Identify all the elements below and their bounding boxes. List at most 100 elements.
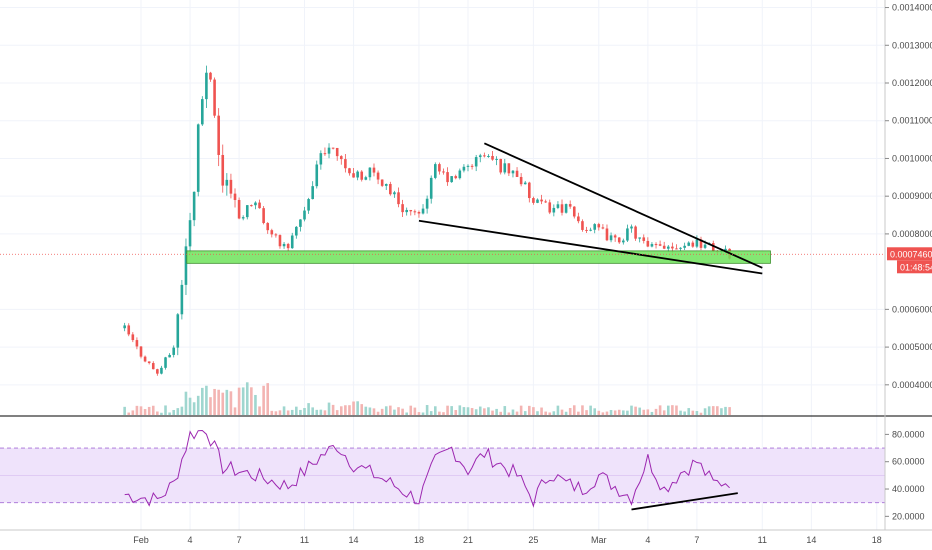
time-tick-label: 14 (806, 535, 816, 545)
price-tick-label: 0.0004000 (892, 380, 932, 390)
candle-body (143, 356, 147, 362)
candle-body (495, 158, 498, 160)
volume-bar (254, 394, 257, 415)
volume-bar (221, 392, 225, 415)
price-tick-label: 0.0005000 (892, 342, 932, 352)
candle-body (503, 163, 507, 173)
volume-bar (556, 405, 560, 415)
candle-body (470, 165, 474, 167)
candle-body (372, 167, 376, 173)
volume-bar (429, 411, 433, 415)
volume-bar (483, 408, 486, 415)
volume-bar (209, 397, 212, 415)
volume-bar (241, 387, 245, 415)
volume-bar (724, 406, 727, 415)
volume-bar (217, 389, 220, 415)
volume-bar (617, 409, 621, 415)
candle-body (691, 242, 695, 247)
candle-body (536, 199, 539, 203)
volume-bar (372, 408, 376, 415)
volume-bar (262, 385, 265, 415)
candle-body (229, 179, 233, 194)
volume-bar (188, 397, 192, 415)
volume-bar (446, 405, 449, 415)
candle-body (290, 235, 294, 249)
trendline-upper[interactable] (483, 142, 763, 269)
candle-body (221, 154, 225, 186)
volume-bar (409, 405, 413, 415)
candle-body (638, 237, 641, 239)
candle-body (299, 219, 302, 227)
volume-bar (245, 382, 249, 415)
volume-bar (515, 411, 519, 415)
volume-bar (666, 405, 670, 415)
candle-body (401, 204, 404, 213)
volume-bar (315, 409, 319, 415)
candle-body (160, 367, 163, 374)
time-tick-label: 18 (872, 535, 882, 545)
volume-bar (401, 408, 404, 415)
candle-body (397, 192, 400, 205)
volume-bar (413, 407, 417, 415)
candle-body (303, 210, 306, 220)
volume-bar (609, 410, 613, 415)
candle-body (642, 237, 646, 241)
candle-body (151, 363, 155, 370)
candle-body (695, 239, 699, 247)
volume-bar (462, 407, 466, 415)
candle-body (589, 229, 592, 231)
volume-bar (405, 412, 408, 415)
candle-body (577, 216, 580, 222)
time-tick-label: 21 (463, 535, 473, 545)
candle-body (417, 212, 421, 214)
volume-bar (634, 406, 637, 415)
volume-bar (540, 407, 543, 415)
candle-body (352, 173, 355, 178)
time-tick-label: Feb (133, 535, 149, 545)
volume-bar (156, 411, 159, 415)
candle-body (581, 221, 584, 230)
volume-bar (229, 391, 233, 415)
candle-body (389, 183, 392, 195)
volume-bar (335, 410, 339, 415)
candle-body (360, 171, 364, 180)
volume-bar (131, 410, 135, 415)
candle-body (254, 202, 257, 206)
trendline-lower[interactable] (418, 219, 763, 275)
volume-bar (687, 408, 691, 415)
volume-bar (703, 408, 707, 415)
volume-bar (384, 406, 388, 415)
volume-bar (605, 411, 609, 415)
rsi-divergence-line[interactable] (631, 492, 738, 511)
volume-bar (201, 387, 204, 415)
candle-body (499, 158, 502, 173)
candle-body (515, 170, 519, 177)
volume-bar (135, 405, 139, 415)
candle-body (315, 164, 319, 187)
volume-bar (421, 412, 425, 415)
time-tick-label: 11 (758, 535, 767, 545)
volume-bar (147, 406, 151, 415)
candle-body (675, 248, 678, 250)
volume-bar (397, 407, 400, 415)
volume-bar (720, 408, 723, 415)
candle-body (339, 156, 343, 160)
candle-body (654, 244, 658, 246)
time-tick-label: 14 (349, 535, 359, 545)
volume-bar (172, 409, 175, 415)
volume-bar (323, 410, 327, 415)
time-tick-label: 4 (645, 535, 650, 545)
candle-body (593, 224, 597, 230)
candle-body (658, 244, 662, 246)
volume-bar (380, 408, 384, 415)
volume-bar (532, 407, 535, 415)
candle-body (188, 220, 192, 247)
candle-body (519, 176, 523, 185)
candle-body (156, 369, 159, 374)
volume-bar (295, 406, 298, 415)
volume-bar (548, 412, 552, 415)
volume-bar (519, 405, 523, 415)
volume-bar (417, 412, 421, 415)
